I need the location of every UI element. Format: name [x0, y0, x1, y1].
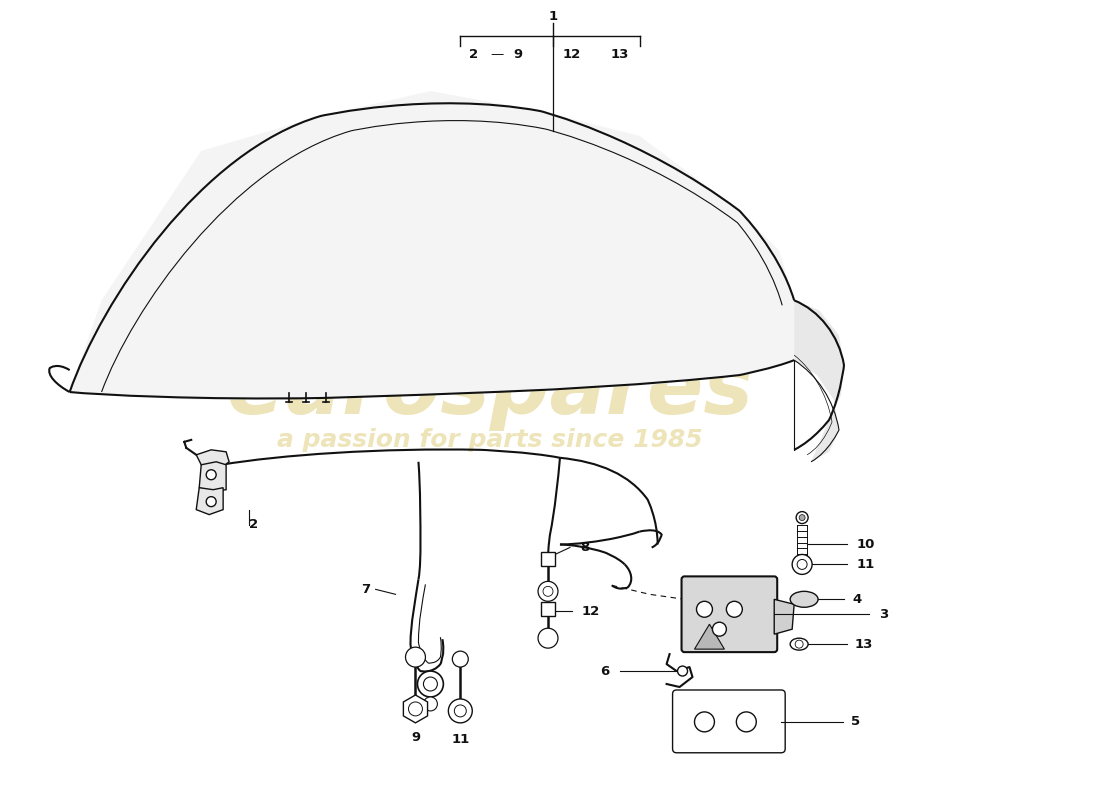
Circle shape — [206, 470, 217, 480]
Circle shape — [543, 586, 553, 596]
Polygon shape — [69, 91, 794, 400]
Circle shape — [538, 628, 558, 648]
Polygon shape — [794, 300, 844, 462]
Circle shape — [736, 712, 757, 732]
Circle shape — [452, 651, 469, 667]
Circle shape — [206, 497, 217, 506]
Circle shape — [795, 640, 803, 648]
Text: 5: 5 — [851, 715, 860, 728]
Text: 12: 12 — [563, 48, 581, 61]
Text: 10: 10 — [857, 538, 876, 551]
Text: 2: 2 — [249, 518, 258, 531]
Polygon shape — [196, 488, 223, 514]
Text: a passion for parts since 1985: a passion for parts since 1985 — [277, 428, 703, 452]
Circle shape — [454, 705, 466, 717]
Circle shape — [678, 666, 688, 676]
Text: 4: 4 — [851, 593, 861, 606]
Text: —: — — [491, 48, 504, 61]
Polygon shape — [774, 599, 794, 634]
Circle shape — [798, 559, 807, 570]
Text: 12: 12 — [582, 605, 601, 618]
Circle shape — [538, 582, 558, 602]
Circle shape — [424, 697, 438, 711]
Polygon shape — [199, 462, 227, 492]
Text: 8: 8 — [580, 541, 590, 554]
Circle shape — [792, 554, 812, 574]
Text: 6: 6 — [601, 665, 609, 678]
FancyBboxPatch shape — [541, 553, 556, 566]
Text: 9: 9 — [514, 48, 522, 61]
Circle shape — [406, 647, 426, 667]
Circle shape — [726, 602, 742, 618]
Text: 1: 1 — [549, 10, 558, 23]
Circle shape — [799, 514, 805, 521]
Polygon shape — [694, 624, 725, 649]
Circle shape — [694, 712, 714, 732]
Circle shape — [713, 622, 726, 636]
FancyBboxPatch shape — [672, 690, 785, 753]
Circle shape — [449, 699, 472, 723]
Polygon shape — [404, 695, 428, 723]
Circle shape — [418, 671, 443, 697]
Ellipse shape — [790, 638, 808, 650]
Text: 13: 13 — [855, 638, 873, 650]
Circle shape — [408, 702, 422, 716]
Circle shape — [424, 677, 438, 691]
Circle shape — [796, 512, 808, 523]
Text: 2: 2 — [469, 48, 477, 61]
Text: 11: 11 — [451, 733, 470, 746]
Ellipse shape — [790, 591, 818, 607]
FancyBboxPatch shape — [682, 576, 778, 652]
Text: 9: 9 — [411, 731, 420, 744]
FancyBboxPatch shape — [541, 602, 556, 616]
Text: eurospares: eurospares — [227, 350, 754, 430]
Circle shape — [696, 602, 713, 618]
Text: 3: 3 — [879, 608, 888, 621]
Text: 13: 13 — [610, 48, 629, 61]
Text: 11: 11 — [857, 558, 876, 571]
Text: 7: 7 — [361, 583, 370, 596]
Polygon shape — [196, 450, 229, 468]
